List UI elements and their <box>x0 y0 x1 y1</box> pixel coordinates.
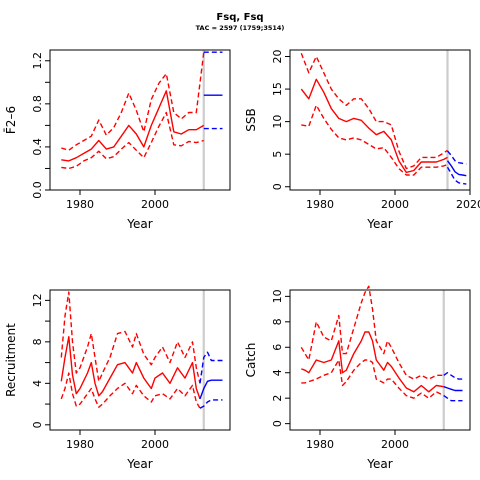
recruitment-y-tick-label: 0 <box>31 421 44 428</box>
ssb-y-tick-label: 0 <box>271 183 284 190</box>
ssb-hist-median-line <box>300 78 448 174</box>
catch-plot-frame <box>289 289 471 431</box>
ssb-y-tick-label: 5 <box>271 151 284 158</box>
catch-y-tick-label: 8 <box>271 318 284 325</box>
recruitment-forecast-median-line <box>199 379 223 400</box>
fbar-y-tick-label: 1.2 <box>31 52 44 69</box>
recruitment-hist-median-line <box>60 336 201 400</box>
ssb-y-tick-label: 15 <box>271 82 284 96</box>
recruitment-hist-lower-line <box>60 372 201 409</box>
ssb-hist-upper-line <box>300 53 448 170</box>
fbar-hist-lower-line <box>61 111 204 170</box>
catch-y-axis-label: Catch <box>244 343 258 378</box>
fbar-y-tick-label: 0.4 <box>31 138 44 156</box>
fbar-y-tick-label: 0.8 <box>31 95 44 113</box>
ssb-forecast-upper-line <box>446 150 467 165</box>
catch-y-tick-label: 0 <box>271 420 284 427</box>
figure-title: Fsq, Fsq <box>216 12 263 23</box>
catch-y-tick-label: 4 <box>271 369 284 376</box>
catch-hist-upper-line <box>300 285 444 380</box>
catch-x-tick-label: 2000 <box>381 438 409 451</box>
ssb-plot-frame <box>289 49 471 191</box>
catch-forecast-median-line <box>443 386 463 392</box>
catch-y-tick-label: 10 <box>271 289 284 303</box>
ssb-y-axis-label: SSB <box>244 108 258 131</box>
recruitment-y-tick-label: 8 <box>31 338 44 345</box>
ssb-x-tick-label: 1980 <box>306 198 334 211</box>
catch-x-tick-label: 1980 <box>306 438 334 451</box>
figure-subtitle: TAC = 2597 (1759;3514) <box>196 24 285 32</box>
recruitment-plot-frame <box>49 289 231 431</box>
recruitment-y-axis-label: Recruitment <box>4 323 18 397</box>
recruitment-x-axis-label: Year <box>126 457 152 471</box>
ssb-hist-lower-line <box>301 104 448 176</box>
catch-x-axis-label: Year <box>366 457 392 471</box>
ssb-y-tick-label: 10 <box>271 115 284 129</box>
ssb-y-tick-label: 20 <box>271 50 284 64</box>
ssb-x-tick-label: 2000 <box>381 198 409 211</box>
fbar-x-axis-label: Year <box>126 217 152 231</box>
recruitment-forecast-upper-line <box>199 351 223 384</box>
recruitment-hist-upper-line <box>60 291 201 384</box>
fbar-hist-upper-line <box>61 52 205 151</box>
fbar-x-tick-label: 2000 <box>141 198 169 211</box>
catch-hist-lower-line <box>301 359 445 399</box>
catch-hist-median-line <box>301 331 444 393</box>
catch-forecast-lower-line <box>443 395 463 402</box>
fbar-y-axis-label: F̄2–6 <box>4 106 18 134</box>
fbar-hist-median-line <box>61 90 205 162</box>
ssb-forecast-median-line <box>446 160 467 177</box>
fbar-x-tick-label: 1980 <box>66 198 94 211</box>
recruitment-x-tick-label: 1980 <box>66 438 94 451</box>
catch-forecast-upper-line <box>443 372 463 380</box>
fbar-y-tick-label: 0.0 <box>31 181 44 199</box>
fbar-panel: 1980 2000 0.0 0.4 0.8 1.2 Year F̄2–6 <box>4 49 231 231</box>
recruitment-panel: 1980 2000 0 4 8 12 Year Recruitment <box>4 289 231 471</box>
fbar-plot-frame <box>49 49 231 191</box>
recruitment-y-tick-label: 4 <box>31 380 44 387</box>
catch-y-tick-label: 6 <box>271 344 284 351</box>
recruitment-x-tick-label: 2000 <box>141 438 169 451</box>
ssb-forecast-lower-line <box>446 166 467 185</box>
ssb-x-axis-label: Year <box>366 217 392 231</box>
catch-y-tick-label: 2 <box>271 395 284 402</box>
catch-panel: 1980 2000 0 2 4 6 8 10 Year Catch <box>244 285 471 471</box>
recruitment-y-tick-label: 12 <box>31 293 44 307</box>
recruitment-forecast-lower-line <box>199 399 223 409</box>
